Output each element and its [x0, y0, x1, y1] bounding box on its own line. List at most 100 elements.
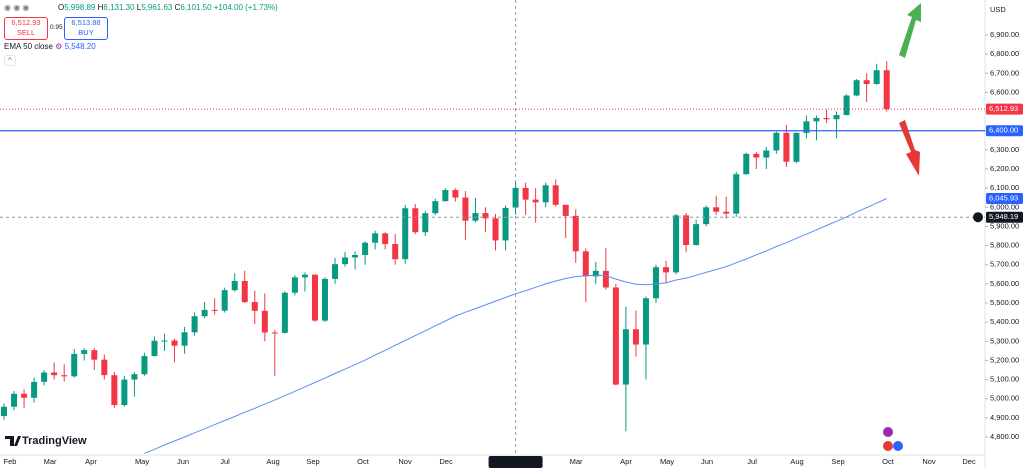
ohlc-value: 6,131.30 — [103, 3, 135, 12]
candle-body — [803, 121, 810, 133]
candle-body — [713, 207, 720, 212]
candle-body — [723, 211, 730, 214]
price-label: 5,948.19 — [989, 212, 1018, 221]
price-label-bg — [986, 193, 1023, 205]
candle-body — [522, 187, 529, 200]
symbol-icons: ◉ ◉ ◉ — [4, 3, 30, 12]
y-tick-label: 5,000.00 — [990, 394, 1019, 403]
ema-name: EMA 50 close — [4, 42, 53, 51]
sell-label: SELL — [16, 28, 36, 37]
candle-body — [783, 132, 790, 162]
crosshair-x-label-bg — [488, 456, 543, 468]
candle-body — [793, 132, 800, 162]
candle-body — [221, 290, 228, 311]
x-tick-label: Aug — [790, 457, 803, 466]
candle-body — [321, 278, 328, 321]
candle-body — [1, 406, 8, 416]
candle-body — [612, 287, 619, 385]
candle-body — [191, 316, 198, 333]
x-tick-label: Mon 20 Jan '25 — [490, 457, 541, 466]
candle-body — [71, 353, 78, 377]
x-tick-label: Nov — [922, 457, 936, 466]
candle-body — [161, 340, 168, 342]
collapse-button[interactable]: ^ — [4, 55, 16, 66]
candle-body — [211, 309, 218, 311]
change: +104.00 (+1.73%) — [213, 3, 278, 12]
candle-body — [873, 70, 880, 85]
candle-body — [181, 332, 188, 346]
candle-body — [572, 215, 579, 252]
candle-body — [442, 190, 449, 202]
x-tick-label: Jul — [747, 457, 757, 466]
down-arrow — [899, 120, 920, 176]
y-tick-label: 6,200.00 — [990, 164, 1019, 173]
candle-body — [141, 356, 148, 375]
up-arrow — [899, 3, 921, 58]
x-tick-label: Jul — [220, 457, 230, 466]
candle-body — [432, 201, 439, 214]
candle-body — [502, 207, 509, 241]
y-tick-label: 6,000.00 — [990, 202, 1019, 211]
candle-body — [412, 208, 419, 233]
ohlc-key: O — [58, 3, 65, 12]
candle-body — [81, 350, 88, 354]
sell-button[interactable]: 6,512.93 SELL — [4, 17, 48, 40]
price-label-bg — [986, 125, 1023, 137]
candle-body — [883, 70, 890, 110]
x-tick-label: Sep — [831, 457, 844, 466]
candle-body — [91, 350, 98, 360]
x-tick-label: Feb — [4, 457, 17, 466]
logo-icon — [5, 436, 21, 446]
buy-label: BUY — [78, 28, 94, 37]
candle-body — [342, 257, 349, 265]
candle-body — [693, 224, 700, 246]
candle-body — [683, 215, 690, 246]
x-tick-label: Oct — [357, 457, 370, 466]
candle-body — [753, 153, 760, 158]
candle-body — [31, 381, 38, 398]
candle-body — [462, 197, 469, 221]
candle-body — [131, 374, 138, 380]
price-label-bg — [986, 103, 1023, 115]
candle-body — [853, 80, 860, 96]
buy-button[interactable]: 6,513.88 BUY — [64, 17, 108, 40]
ohlc-key: C — [174, 3, 181, 12]
buy-price: 6,513.88 — [71, 18, 101, 27]
event-icon — [893, 441, 903, 451]
candle-body — [602, 270, 609, 288]
x-tick-label: Mar — [570, 457, 583, 466]
ohlc-value: 5,961.63 — [141, 3, 173, 12]
ema-legend: EMA 50 close ⚙ 5,548.20 — [4, 42, 96, 51]
y-tick-label: 5,800.00 — [990, 241, 1019, 250]
y-tick-label: 5,600.00 — [990, 279, 1019, 288]
candle-body — [241, 281, 248, 303]
x-tick-label: Jun — [177, 457, 189, 466]
plot — [0, 0, 985, 455]
candle-body — [863, 80, 870, 85]
ohlc-value: 5,998.89 — [64, 3, 96, 12]
candle-body — [452, 190, 459, 198]
x-tick-label: May — [135, 457, 149, 466]
candle-body — [542, 185, 549, 203]
candle-body — [41, 372, 48, 382]
candle-body — [642, 298, 649, 345]
x-tick-label: Mar — [44, 457, 57, 466]
ohlc-key: L — [136, 3, 142, 12]
price-label: 6,045.93 — [989, 193, 1018, 202]
candle-body — [392, 244, 399, 260]
candle-body — [773, 132, 780, 151]
candle-body — [352, 254, 359, 258]
candle-body — [121, 379, 128, 406]
sell-price: 6,512.93 — [11, 18, 41, 27]
candle-body — [843, 95, 850, 116]
y-tick-label: 6,100.00 — [990, 183, 1019, 192]
x-tick-label: Oct — [882, 457, 895, 466]
x-tick-label: Dec — [962, 457, 976, 466]
candle-body — [562, 204, 569, 216]
x-tick-label: Sep — [306, 457, 319, 466]
candle-body — [492, 218, 499, 241]
y-tick-label: 6,700.00 — [990, 68, 1019, 77]
y-tick-label: 6,300.00 — [990, 145, 1019, 154]
